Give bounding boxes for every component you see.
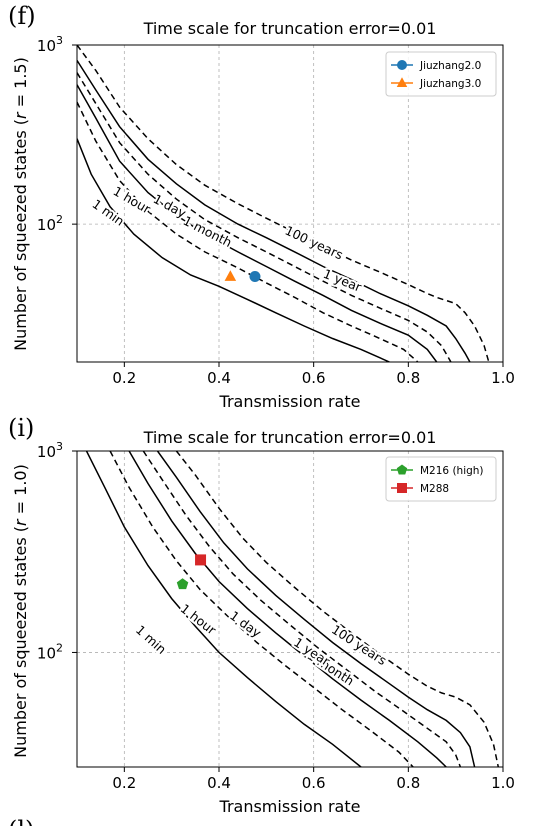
chart-title: Time scale for truncation error=0.01: [143, 19, 437, 38]
contour-line: [85, 451, 362, 767]
x-tick-label: 1.0: [491, 774, 515, 792]
x-tick-label: 1.0: [491, 369, 515, 387]
legend-box: [385, 456, 497, 502]
legend-marker: [396, 77, 408, 87]
x-tick-label: 0.6: [302, 774, 326, 792]
panel-label: (f): [8, 2, 36, 30]
y-tick-exponent: 3: [56, 440, 63, 453]
y-axis-label: Number of squeezed states (r = 1.5): [11, 57, 30, 351]
y-axis-label: Number of squeezed states (r = 1.0): [11, 464, 30, 758]
contour-label: 1 day: [151, 191, 189, 221]
contour-line: [156, 451, 476, 767]
x-tick-label: 0.6: [302, 369, 326, 387]
y-tick-label: 103: [37, 440, 63, 461]
legend-marker: [397, 483, 407, 493]
y-axis-label-var: r: [11, 111, 30, 119]
x-tick-label: 0.8: [396, 774, 420, 792]
contour-label: 100 years: [283, 223, 346, 263]
contour-line: [128, 451, 447, 767]
contour-line: [77, 59, 471, 362]
legend-marker: [396, 464, 408, 475]
contour-line: [142, 451, 462, 767]
contour-line: [175, 451, 500, 767]
legend: Jiuzhang2.0 Jiuzhang3.0: [385, 51, 497, 97]
x-tick-label: 0.2: [112, 774, 136, 792]
y-tick-base: 10: [37, 216, 56, 234]
y-tick-exponent: 2: [56, 213, 63, 226]
contour-label: 1 min: [133, 622, 169, 657]
data-point-marker: [224, 270, 237, 281]
plot-frame: [76, 450, 504, 768]
contour-line: [77, 101, 419, 362]
contour-line: [77, 72, 452, 362]
plot-frame: [76, 44, 504, 363]
panel-label: (i): [8, 414, 34, 442]
legend: M216 (high) M288: [385, 456, 497, 502]
chart-panel-f: (f) Time scale for truncation error=0.01…: [8, 2, 515, 411]
y-tick-label: 103: [37, 34, 63, 55]
contour-line: [77, 138, 390, 362]
x-axis-label: Transmission rate: [219, 797, 361, 816]
contour-label: 100 years: [329, 622, 389, 668]
legend-entry: Jiuzhang2.0: [419, 60, 481, 72]
y-tick-label: 102: [37, 641, 63, 662]
chart-title: Time scale for truncation error=0.01: [143, 428, 437, 447]
legend-entry: M288: [420, 483, 449, 495]
y-axis-label-rest: = 1.5): [11, 57, 30, 112]
contour-line: [77, 84, 438, 362]
x-axis-label: Transmission rate: [219, 392, 361, 411]
y-axis-label-main: Number of squeezed states (: [11, 526, 30, 758]
x-tick-label: 0.8: [396, 369, 420, 387]
data-point-marker: [249, 271, 261, 283]
contour-line: [77, 45, 490, 362]
chart-panel-i: (i) Time scale for truncation error=0.01…: [8, 414, 515, 816]
x-tick-label: 0.4: [207, 774, 231, 792]
y-axis-label-var: r: [11, 518, 30, 526]
contour-label: 1 hour: [178, 601, 220, 638]
legend-entry: Jiuzhang3.0: [419, 78, 481, 90]
data-point-marker: [176, 578, 189, 590]
y-tick-base: 10: [37, 644, 56, 662]
x-tick-label: 0.4: [207, 369, 231, 387]
contour-line: [109, 451, 414, 767]
y-axis-label-main: Number of squeezed states (: [11, 119, 30, 351]
y-tick-label: 102: [37, 213, 63, 234]
next-panel-label-partial: (l): [8, 816, 34, 826]
legend-box: [385, 51, 497, 97]
y-tick-exponent: 3: [56, 34, 63, 47]
y-tick-base: 10: [37, 37, 56, 55]
y-axis-label-rest: = 1.0): [11, 464, 30, 519]
legend-marker: [397, 60, 407, 70]
contour-label: 1 day: [227, 608, 265, 641]
x-tick-label: 0.2: [112, 369, 136, 387]
data-point-marker: [195, 554, 207, 566]
legend-entry: M216 (high): [420, 465, 484, 477]
y-tick-base: 10: [37, 443, 56, 461]
y-tick-exponent: 2: [56, 641, 63, 654]
